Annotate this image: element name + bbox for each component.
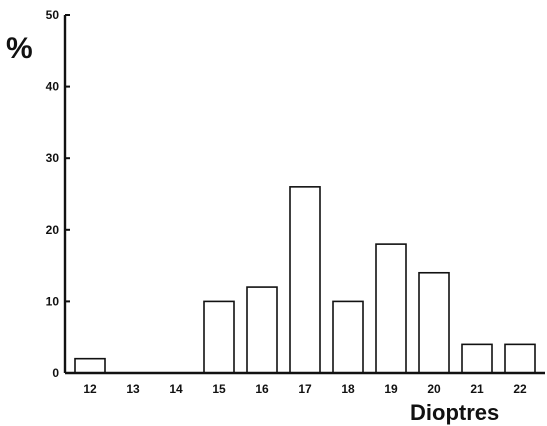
bar-19 <box>375 243 407 374</box>
x-tick-label-15: 15 <box>212 382 226 396</box>
bars <box>74 186 536 374</box>
bar-12 <box>74 357 106 374</box>
x-tick-label-20: 20 <box>427 382 441 396</box>
y-axis-label: % <box>6 32 33 65</box>
x-tick-label-14: 14 <box>169 382 183 396</box>
y-tick-label-50: 50 <box>46 8 60 22</box>
x-tick-label-18: 18 <box>341 382 355 396</box>
y-axis-ticks: 0 10 20 30 40 50 <box>46 8 70 380</box>
x-axis-ticks: 12 13 14 15 16 17 18 19 20 21 22 <box>83 382 527 396</box>
bar-20 <box>418 271 450 374</box>
x-tick-label-16: 16 <box>255 382 269 396</box>
y-tick-label-20: 20 <box>46 223 60 237</box>
y-tick-label-30: 30 <box>46 151 60 165</box>
bar-22 <box>504 343 536 374</box>
bar-18 <box>332 300 364 374</box>
y-tick-label-10: 10 <box>46 294 60 308</box>
x-tick-label-17: 17 <box>298 382 312 396</box>
x-tick-label-21: 21 <box>470 382 484 396</box>
bar-16 <box>246 286 278 374</box>
x-axis-label: Dioptres <box>410 400 499 425</box>
y-tick-label-40: 40 <box>46 80 60 94</box>
x-tick-label-12: 12 <box>83 382 97 396</box>
bar-21 <box>461 343 493 374</box>
y-tick-label-0: 0 <box>52 366 59 380</box>
bar-17 <box>289 186 321 374</box>
x-tick-label-22: 22 <box>513 382 527 396</box>
x-tick-label-13: 13 <box>126 382 140 396</box>
bar-15 <box>203 300 235 374</box>
x-tick-label-19: 19 <box>384 382 398 396</box>
